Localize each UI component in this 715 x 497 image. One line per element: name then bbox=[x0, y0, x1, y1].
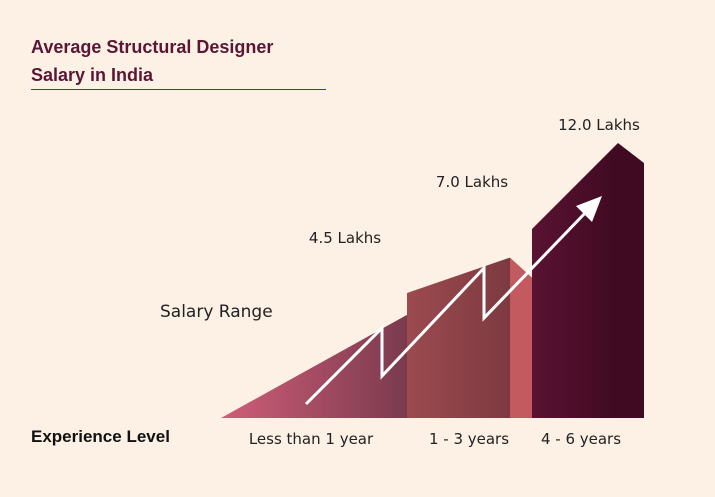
trend-arrow bbox=[304, 208, 590, 406]
chart-title: Average Structural Designer Salary in In… bbox=[31, 33, 273, 89]
bar-2 bbox=[407, 257, 510, 418]
chart-title-line-2: Salary in India bbox=[31, 65, 154, 85]
value-label-2: 7.0 Lakhs bbox=[436, 173, 508, 191]
x-tick-label-1: Less than 1 year bbox=[249, 430, 374, 448]
y-axis-label: Salary Range bbox=[160, 302, 273, 322]
bar-2-side bbox=[510, 257, 532, 418]
bar-3-side bbox=[618, 143, 644, 418]
value-label-3: 12.0 Lakhs bbox=[558, 116, 640, 134]
x-axis-label: Experience Level bbox=[31, 427, 170, 446]
bar-3 bbox=[532, 143, 618, 418]
value-label-1: 4.5 Lakhs bbox=[309, 229, 381, 247]
title-underline bbox=[31, 89, 326, 90]
trend-arrow-head bbox=[576, 196, 602, 222]
x-tick-label-3: 4 - 6 years bbox=[541, 430, 621, 448]
chart-title-line-1: Average Structural Designer bbox=[31, 37, 274, 57]
bar-1 bbox=[221, 314, 407, 418]
x-tick-label-2: 1 - 3 years bbox=[429, 430, 509, 448]
